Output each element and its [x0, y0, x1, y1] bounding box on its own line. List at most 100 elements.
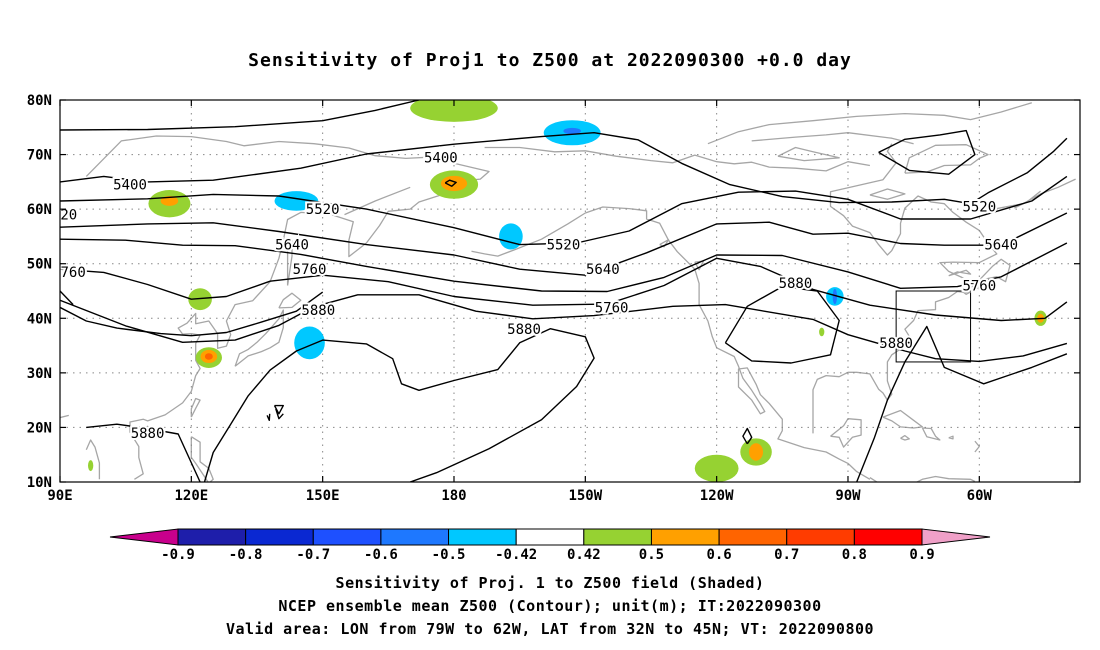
colorbar-bin: [380, 528, 450, 546]
coastline: [948, 435, 954, 440]
z500-contour: [275, 408, 284, 420]
sensitivity-patch: [160, 196, 179, 206]
coastline: [471, 206, 871, 480]
coastline: [830, 418, 862, 448]
caption-line-2: NCEP ensemble mean Z500 (Contour); unit(…: [278, 597, 822, 615]
colorbar-bin: [245, 528, 314, 546]
colorbar-bin: [312, 528, 382, 546]
colorbar-bin: [853, 528, 923, 546]
coastline: [978, 258, 1011, 283]
sensitivity-patch: [274, 191, 319, 211]
contour-label: 5880: [779, 276, 813, 292]
z500-contour: [60, 132, 1068, 205]
sensitivity-patch: [694, 454, 739, 482]
z500-contour-layer: [60, 100, 1068, 482]
lat-tick-label: 20N: [27, 420, 52, 436]
lon-tick-label: 120E: [174, 488, 208, 504]
contour-label: 5520: [547, 238, 581, 254]
colorbar-label: 0.7: [774, 547, 799, 563]
coastline: [974, 440, 980, 453]
lon-tick-label: 90W: [835, 488, 861, 504]
sensitivity-patch: [294, 326, 325, 360]
coastline: [85, 439, 101, 480]
coastline: [286, 240, 293, 286]
coastline: [694, 260, 705, 271]
lon-tick-label: 120W: [700, 488, 734, 504]
colorbar-bin: [448, 528, 517, 546]
colorbar-low-arrow: [109, 528, 179, 546]
z500-contour: [878, 129, 976, 175]
coastline: [190, 436, 214, 482]
coastline: [484, 146, 871, 172]
contour-label: 5760: [595, 300, 629, 316]
map-frame: [59, 99, 1081, 483]
sensitivity-patch: [819, 327, 825, 337]
z500-contour: [60, 290, 74, 306]
sensitivity-patch: [204, 353, 213, 360]
colorbar-label: 0.9: [909, 547, 934, 563]
colorbar: -0.9 -0.8 -0.7 -0.6 -0.5 -0.42 0.42 0.5 0.6 0.7 0.…: [109, 528, 991, 563]
coastline: [1014, 190, 1042, 209]
z500-contour: [444, 179, 457, 187]
z500-contour: [266, 413, 271, 421]
lat-tick-label: 10N: [27, 475, 52, 491]
lat-tick-label: 30N: [27, 366, 52, 382]
contour-label: 5760: [962, 279, 996, 295]
contour-label: 5880: [879, 336, 913, 352]
lon-tick-label: 150E: [306, 488, 340, 504]
colorbar-bin: [718, 528, 788, 546]
valid-area-box: [895, 290, 972, 363]
lon-tick-label: 150W: [568, 488, 602, 504]
contour-label: 5640: [275, 238, 309, 254]
coastline-layer: [60, 102, 1076, 482]
contour-label: 20: [60, 208, 77, 224]
lat-tick-label: 80N: [27, 93, 52, 109]
lon-tick-label: 90E: [47, 488, 72, 504]
coastline: [659, 239, 670, 248]
valid-area-box-layer: [895, 290, 972, 363]
contour-label: 5640: [586, 262, 620, 278]
contour-label: 5520: [306, 202, 340, 218]
sensitivity-patch: [563, 127, 581, 135]
contour-label: 5400: [113, 178, 147, 194]
z500-contour: [86, 423, 201, 482]
z500-contour: [60, 257, 1068, 322]
colorbar-label: 0.8: [842, 547, 867, 563]
colorbar-bin: [583, 528, 652, 546]
axis-ticks: [59, 99, 1080, 483]
coastline: [751, 132, 914, 145]
z500-contour: [60, 238, 1068, 293]
z500-contour: [203, 328, 595, 482]
coastline: [141, 425, 153, 437]
coastline: [234, 309, 284, 367]
contour-label: 760: [60, 265, 85, 281]
colorbar-high-arrow: [921, 528, 991, 546]
sensitivity-patch: [499, 223, 523, 250]
coastline: [869, 475, 976, 482]
gridline-layer: [60, 100, 1080, 482]
lat-tick-label: 60N: [27, 202, 52, 218]
z500-contour: [856, 325, 1068, 482]
colorbar-label: 0.6: [706, 547, 731, 563]
sensitivity-patch: [88, 460, 94, 472]
contour-label: 5520: [962, 199, 996, 215]
coastline: [961, 284, 980, 295]
colorbar-label: -0.9: [161, 547, 195, 563]
z500-contour: [742, 427, 753, 445]
lat-tick-label: 50N: [27, 257, 52, 273]
coastline: [60, 414, 69, 419]
coastline: [190, 397, 201, 418]
caption-line-1: Sensitivity of Proj. 1 to Z500 field (Sh…: [335, 574, 765, 592]
z500-contour: [60, 291, 324, 337]
colorbar-label: -0.5: [432, 547, 466, 563]
contour-label: 5640: [984, 238, 1018, 254]
lon-tick-label: 180: [441, 488, 466, 504]
contour-label: 5760: [293, 262, 327, 278]
contour-label: 5880: [131, 426, 165, 442]
map-plot-area: 5400 5400 5520 5520 5520 20 5640 5640 5640 760 576…: [60, 100, 1080, 482]
z500-contour: [724, 285, 840, 364]
colorbar-label: 0.42: [567, 547, 601, 563]
z500-contour: [60, 175, 1068, 246]
